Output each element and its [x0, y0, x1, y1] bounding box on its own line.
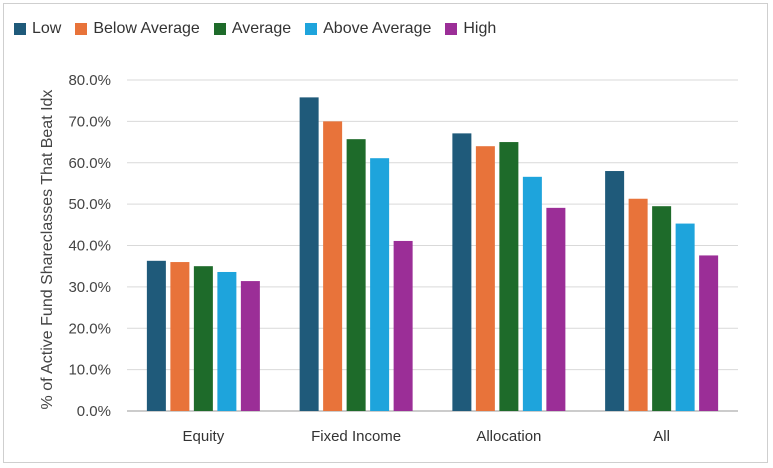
x-category-label: Equity [183, 428, 225, 445]
legend-swatch [75, 23, 88, 35]
legend-label: Below Average [93, 20, 200, 37]
bar [522, 176, 542, 411]
bar [346, 139, 366, 411]
legend-swatch [14, 23, 26, 35]
bar [217, 271, 237, 411]
legend-swatch [445, 23, 458, 35]
legend-swatch [305, 23, 318, 35]
x-category-label: Allocation [476, 428, 541, 445]
bar [628, 198, 648, 411]
y-tick-label: 50.0% [68, 196, 111, 213]
y-tick-label: 70.0% [68, 113, 111, 130]
legend-label: Low [32, 20, 62, 37]
bar [675, 223, 695, 411]
legend-label: High [463, 20, 497, 37]
y-tick-label: 80.0% [68, 72, 111, 89]
bar [370, 158, 390, 411]
bar [699, 255, 719, 411]
y-tick-label: 40.0% [68, 238, 111, 255]
y-tick-label: 0.0% [77, 403, 111, 420]
y-tick-label: 30.0% [68, 279, 111, 296]
bar [452, 133, 472, 411]
bar [499, 142, 519, 411]
legend-item-3: Above Average [305, 20, 431, 38]
legend-label: Above Average [323, 20, 432, 37]
legend-label: Average [231, 20, 292, 37]
legend-item-0: Low [14, 20, 61, 38]
bar [240, 281, 260, 411]
x-category-label: All [653, 428, 670, 445]
bar [299, 97, 319, 411]
legend-swatch [213, 23, 226, 35]
y-tick-label: 60.0% [68, 155, 111, 172]
bar [193, 266, 213, 411]
y-axis-title: % of Active Fund Shareclasses That Beat … [39, 90, 56, 410]
y-tick-label: 20.0% [68, 320, 111, 337]
legend-item-2: Average [213, 20, 292, 38]
legend: Low Below Average Average Above Average High [14, 20, 510, 38]
bar [323, 121, 343, 411]
bar [393, 240, 413, 411]
legend-item-1: Below Average [75, 20, 200, 38]
bar [475, 146, 495, 411]
bar [146, 260, 166, 411]
bar [605, 171, 625, 411]
y-tick-label: 10.0% [68, 362, 111, 379]
bar [170, 262, 190, 411]
chart-frame [3, 3, 768, 463]
bar [652, 206, 672, 411]
x-category-label: Fixed Income [311, 428, 401, 445]
legend-item-4: High [445, 20, 496, 38]
bar [546, 207, 566, 411]
